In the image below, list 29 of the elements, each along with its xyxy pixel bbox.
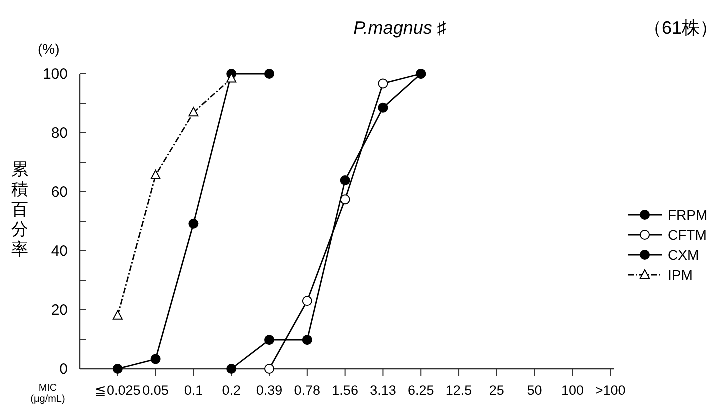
x-axis-title: MIC (μg/mL) — [30, 383, 66, 405]
chart-title: P.magnus ♯ — [354, 18, 446, 38]
x-tick-label: 1.56 — [332, 383, 358, 398]
legend-label: CFTM — [668, 227, 707, 243]
x-tick-label: 50 — [527, 383, 542, 398]
legend-label: IPM — [668, 267, 693, 283]
x-tick-label: 0.39 — [256, 383, 283, 398]
x-tick-label: ≦0.025 — [95, 383, 141, 398]
legend-label: CXM — [668, 247, 700, 263]
y-tick-label: 60 — [51, 184, 68, 201]
y-tick-label: 0 — [60, 361, 68, 378]
y-tick-label: 40 — [51, 243, 68, 260]
y-axis-title: 累積百分率 — [12, 160, 28, 259]
x-tick-label: 0.78 — [294, 383, 321, 398]
x-tick-label: 6.25 — [408, 383, 434, 398]
x-tick-label: >100 — [595, 383, 626, 398]
x-tick-label: 3.13 — [370, 383, 396, 398]
text: (%) — [38, 41, 60, 57]
legend-label: FRPM — [668, 207, 708, 223]
x-tick-label: 12.5 — [446, 383, 472, 398]
text: （61株） — [644, 18, 718, 38]
x-tick-label: 25 — [489, 383, 504, 398]
x-tick-label: 100 — [561, 383, 584, 398]
x-tick-label: 0.1 — [184, 383, 204, 398]
x-tick-label: 0.05 — [142, 383, 169, 398]
y-tick-label: 20 — [51, 302, 68, 319]
y-tick-label: 80 — [51, 125, 68, 142]
y-tick-label: 100 — [42, 66, 68, 83]
x-tick-label: 0.2 — [222, 383, 241, 398]
